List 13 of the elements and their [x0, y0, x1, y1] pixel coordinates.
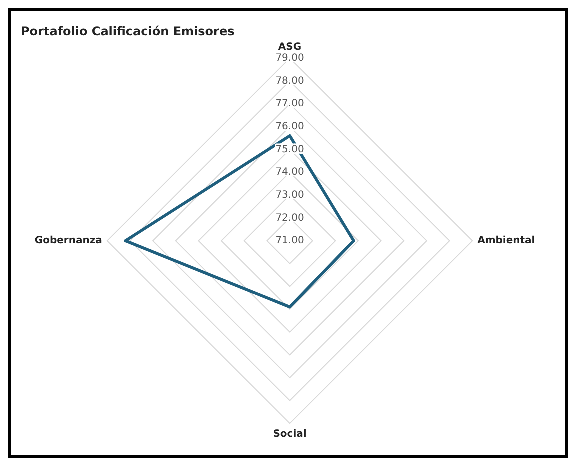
y-tick-label: 77.00 — [276, 98, 304, 110]
y-tick-label: 72.00 — [276, 212, 304, 224]
spoke-label: Social — [273, 429, 307, 440]
y-tick-label: 78.00 — [276, 76, 304, 87]
y-tick-label: 73.00 — [276, 190, 304, 201]
y-tick-label: 76.00 — [276, 121, 304, 132]
spoke-label: ASG — [278, 42, 302, 53]
y-tick-label: 74.00 — [276, 167, 304, 178]
spoke-label: Gobernanza — [34, 236, 102, 247]
spoke-label: Ambiental — [478, 236, 536, 247]
chart-title: Portafolio Calificación Emisores — [21, 24, 235, 38]
y-tick-label: 79.00 — [276, 52, 304, 64]
y-tick-label: 71.00 — [276, 236, 304, 247]
